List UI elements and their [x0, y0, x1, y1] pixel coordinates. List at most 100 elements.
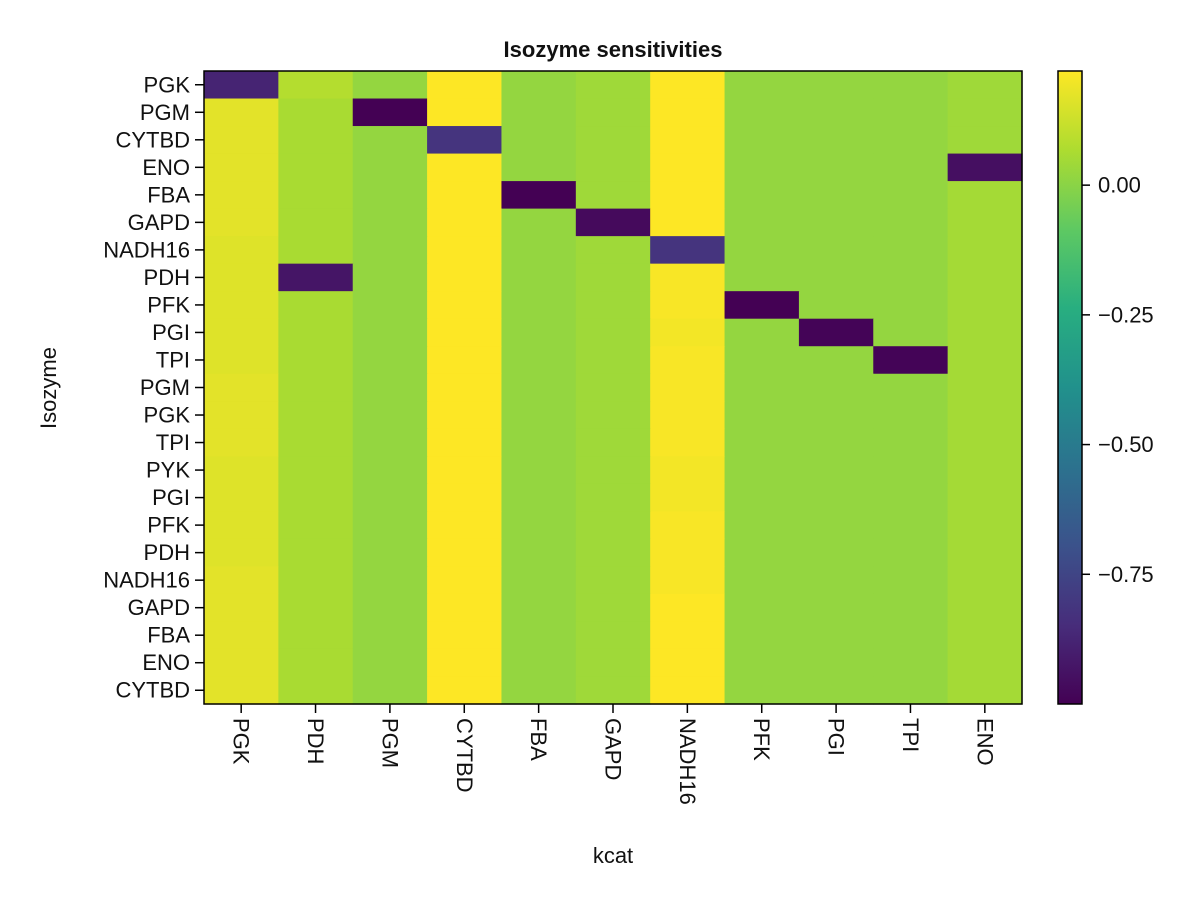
heatmap-cell — [278, 208, 354, 237]
heatmap-cell — [501, 593, 577, 623]
heatmap-cell — [278, 456, 354, 485]
heatmap-cell — [204, 593, 279, 623]
heatmap-cell — [873, 346, 949, 375]
heatmap-cell — [724, 346, 800, 375]
x-tick-label: PGI — [824, 718, 849, 756]
heatmap-cell — [798, 483, 874, 512]
heatmap-cell — [724, 263, 800, 292]
y-tick-label: PGI — [152, 320, 190, 345]
y-tick-label: GAPD — [128, 210, 190, 235]
heatmap-cell — [798, 538, 874, 567]
heatmap-cell — [204, 373, 279, 402]
heatmap-cell — [575, 483, 651, 512]
heatmap-cell — [947, 401, 1023, 430]
heatmap-cell — [798, 126, 874, 155]
heatmap-cell — [204, 566, 279, 595]
heatmap-cell — [724, 401, 800, 430]
heatmap-cell — [798, 208, 874, 237]
chart-title: Isozyme sensitivities — [504, 37, 723, 62]
heatmap-cell — [650, 676, 726, 705]
colorbar-tick-label: −0.25 — [1098, 302, 1154, 327]
heatmap-cell — [798, 71, 874, 100]
heatmap-cell — [650, 71, 726, 100]
heatmap-cell — [873, 511, 949, 540]
heatmap-cell — [352, 71, 428, 100]
heatmap-cell — [873, 621, 949, 650]
y-tick-label: GAPD — [128, 595, 190, 620]
heatmap-cell — [427, 456, 503, 485]
heatmap-cell — [650, 346, 726, 375]
colorbar-tick-label: 0.00 — [1098, 173, 1141, 198]
y-tick-label: CYTBD — [115, 678, 190, 703]
y-tick-label: NADH16 — [103, 237, 190, 262]
heatmap-cell — [873, 236, 949, 265]
heatmap-cell — [873, 566, 949, 595]
x-axis-ticks: PGK PDH PGM CYTBD FBA GAPD NADH16 PFK PGI TPI ENO — [229, 704, 997, 805]
heatmap-cell — [798, 181, 874, 210]
y-axis-title: Isozyme — [36, 347, 61, 429]
heatmap-cell — [501, 621, 577, 650]
heatmap-cell — [650, 263, 726, 292]
heatmap-cell — [575, 593, 651, 623]
heatmap-cell — [501, 648, 577, 678]
heatmap-cell — [352, 593, 428, 623]
heatmap-cell — [575, 346, 651, 375]
heatmap-cell — [798, 291, 874, 320]
heatmap-cell — [352, 126, 428, 155]
heatmap-cell — [204, 428, 279, 457]
heatmap-cell — [278, 318, 354, 347]
heatmap-cell — [427, 373, 503, 402]
heatmap-cell — [501, 428, 577, 457]
heatmap-cell — [798, 263, 874, 292]
heatmap-cell — [947, 263, 1023, 292]
heatmap-cell — [650, 566, 726, 595]
heatmap-cell — [501, 208, 577, 237]
heatmap-cell — [278, 593, 354, 623]
heatmap-cell — [650, 483, 726, 512]
heatmap-cell — [278, 291, 354, 320]
x-tick-label: PFK — [749, 718, 774, 761]
heatmap-cell — [204, 346, 279, 375]
heatmap-cell — [798, 566, 874, 595]
heatmap-cell — [352, 373, 428, 402]
heatmap-cell — [427, 621, 503, 650]
heatmap-cell — [947, 346, 1023, 375]
heatmap-cell — [575, 126, 651, 155]
heatmap-cell — [278, 511, 354, 540]
heatmap-cell — [501, 98, 577, 127]
heatmap-cell — [947, 483, 1023, 512]
heatmap-cell — [427, 263, 503, 292]
heatmap-cell — [278, 181, 354, 210]
heatmap-cell — [650, 401, 726, 430]
heatmap-cell — [947, 511, 1023, 540]
heatmap-cell — [947, 456, 1023, 485]
y-tick-label: TPI — [156, 430, 190, 455]
heatmap-cell — [873, 538, 949, 567]
heatmap-cell — [650, 648, 726, 678]
heatmap-cell — [352, 153, 428, 182]
x-tick-label: CYTBD — [452, 718, 477, 793]
heatmap-cell — [204, 208, 279, 237]
heatmap-cell — [798, 676, 874, 705]
heatmap-cell — [352, 291, 428, 320]
heatmap-cell — [575, 318, 651, 347]
heatmap-cell — [204, 291, 279, 320]
heatmap-cell — [501, 511, 577, 540]
heatmap-cell — [427, 318, 503, 347]
heatmap-cell — [724, 318, 800, 347]
x-tick-label: PDH — [303, 718, 328, 764]
y-tick-label: PFK — [147, 292, 190, 317]
heatmap-cell — [724, 566, 800, 595]
heatmap-cell — [873, 593, 949, 623]
heatmap-cell — [204, 538, 279, 567]
heatmap-cell — [724, 483, 800, 512]
heatmap-cell — [873, 373, 949, 402]
heatmap-cell — [575, 428, 651, 457]
y-tick-label: FBA — [147, 182, 190, 207]
y-tick-label: PGK — [144, 72, 191, 97]
heatmap-cell — [947, 153, 1023, 182]
heatmap-cell — [427, 428, 503, 457]
heatmap-cell — [798, 153, 874, 182]
x-tick-label: PGK — [229, 718, 254, 765]
heatmap-cell — [427, 208, 503, 237]
